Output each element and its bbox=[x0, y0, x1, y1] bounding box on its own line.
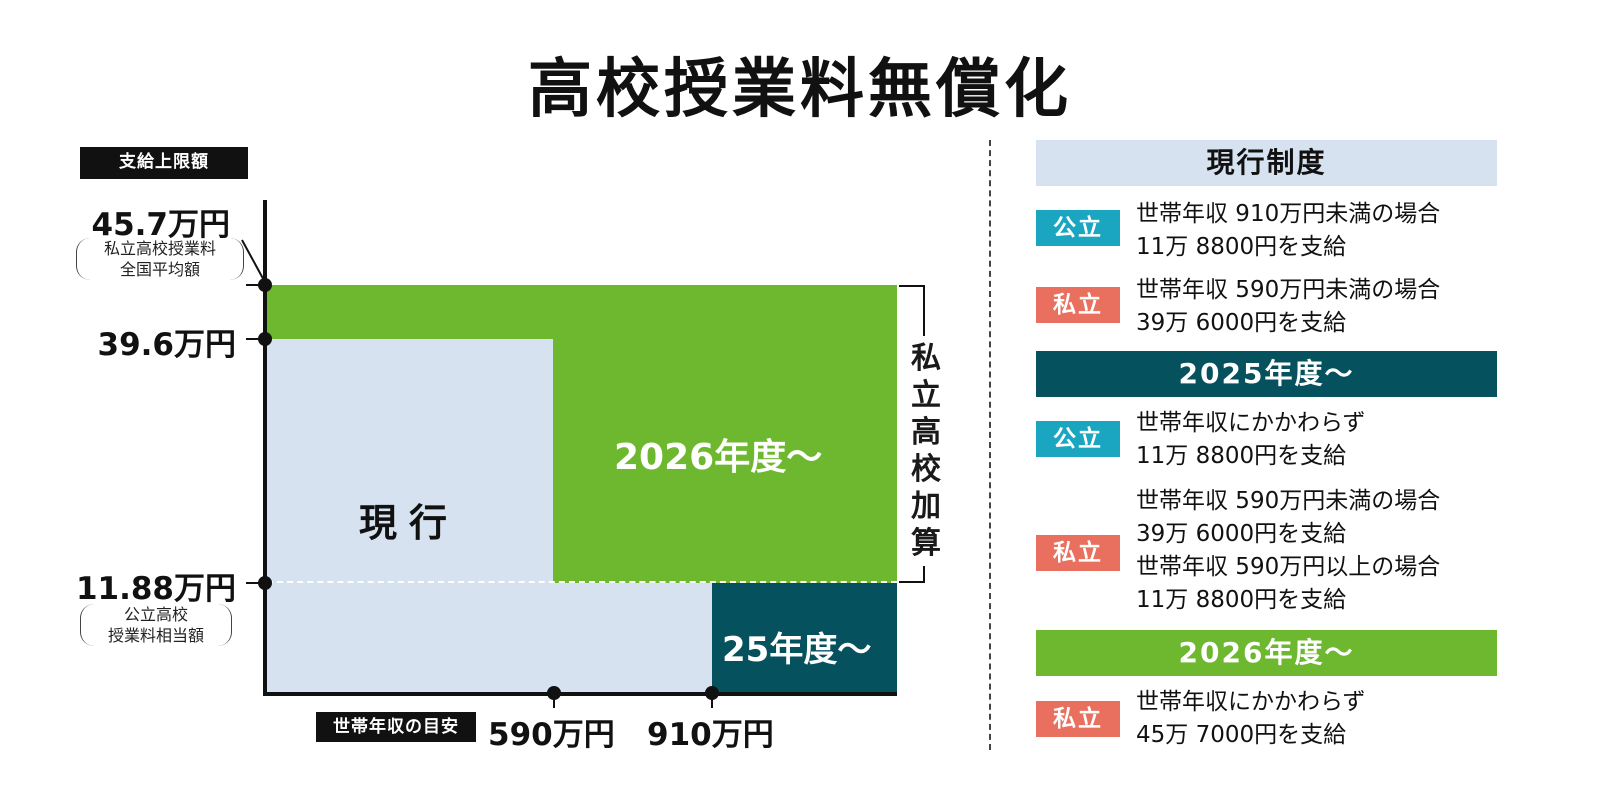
legend-line: 39万 6000円を支給 bbox=[1136, 521, 1347, 547]
label-char: 校 bbox=[911, 452, 941, 487]
y-dot-mid bbox=[258, 332, 272, 346]
legend-line: 11万 8800円を支給 bbox=[1136, 234, 1347, 260]
legend-line: 世帯年収にかかわらず bbox=[1136, 689, 1366, 715]
private-addition-label: 私 立 高 校 加 算 bbox=[906, 336, 946, 566]
legend-header-current: 現行制度 bbox=[1036, 140, 1497, 186]
y-axis bbox=[263, 200, 267, 696]
legend-line: 世帯年収 910万円未満の場合 bbox=[1136, 201, 1441, 227]
region-current-lower bbox=[553, 583, 712, 692]
legend-line: 世帯年収 590万円未満の場合 bbox=[1136, 488, 1441, 514]
y-tick-top bbox=[246, 284, 266, 286]
label-char: 私 bbox=[911, 341, 941, 376]
legend-line: 11万 8800円を支給 bbox=[1136, 443, 1347, 469]
region-2025 bbox=[712, 583, 897, 692]
y-axis-tag: 支給上限額 bbox=[80, 147, 248, 179]
legend-line: 11万 8800円を支給 bbox=[1136, 587, 1347, 613]
x-axis bbox=[263, 692, 897, 696]
divider bbox=[989, 140, 991, 750]
legend-2025-public: 世帯年収にかかわらず 11万 8800円を支給 bbox=[1136, 407, 1366, 473]
y-value-low-note: 公立高校 授業料相当額 bbox=[80, 604, 232, 646]
y-value-top: 45.7万円 bbox=[91, 207, 231, 243]
region-2025-label: 25年度〜 bbox=[722, 630, 872, 670]
region-current bbox=[267, 339, 553, 692]
legend-current-public: 世帯年収 910万円未満の場合 11万 8800円を支給 bbox=[1136, 198, 1440, 264]
x-axis-tag: 世帯年収の目安 bbox=[316, 712, 476, 742]
y-dot-low bbox=[258, 576, 272, 590]
note-line: 私立高校授業料 bbox=[103, 239, 216, 258]
page-title: 高校授業料無償化 bbox=[528, 53, 1072, 127]
legend-current-private: 世帯年収 590万円未満の場合 39万 6000円を支給 bbox=[1136, 274, 1440, 340]
y-value-top-note: 私立高校授業料 全国平均額 bbox=[76, 238, 244, 280]
label-char: 加 bbox=[911, 489, 941, 524]
y-value-low: 11.88万円 bbox=[75, 571, 236, 607]
badge-public: 公立 bbox=[1036, 210, 1120, 246]
x-tick-590 bbox=[553, 692, 555, 708]
label-char: 高 bbox=[911, 415, 941, 450]
badge-private: 私立 bbox=[1036, 535, 1120, 571]
x-dot-910 bbox=[705, 686, 719, 700]
y-dot-top bbox=[258, 278, 272, 292]
region-current-label: 現行 bbox=[359, 501, 460, 545]
y-value-mid: 39.6万円 bbox=[97, 327, 237, 363]
label-char: 立 bbox=[911, 378, 941, 413]
x-tick-910 bbox=[711, 692, 713, 708]
x-dot-590 bbox=[547, 686, 561, 700]
note-line: 授業料相当額 bbox=[107, 626, 204, 645]
badge-public: 公立 bbox=[1036, 421, 1120, 457]
y-tick-mid bbox=[246, 338, 266, 340]
note-line: 公立高校 bbox=[123, 605, 188, 624]
legend-header-2026: 2026年度〜 bbox=[1036, 630, 1497, 676]
public-cap-dashed-line bbox=[267, 581, 897, 583]
badge-private: 私立 bbox=[1036, 701, 1120, 737]
legend-2025-private: 世帯年収 590万円未満の場合 39万 6000円を支給 世帯年収 590万円以… bbox=[1136, 485, 1440, 617]
legend-line: 世帯年収 590万円以上の場合 bbox=[1136, 554, 1441, 580]
x-value-910: 910万円 bbox=[647, 717, 774, 753]
legend-line: 45万 7000円を支給 bbox=[1136, 722, 1347, 748]
leader-line bbox=[241, 239, 267, 285]
region-2026-label: 2026年度〜 bbox=[614, 437, 823, 478]
legend-2026-private: 世帯年収にかかわらず 45万 7000円を支給 bbox=[1136, 686, 1366, 752]
y-tick-low bbox=[246, 582, 266, 584]
badge-private: 私立 bbox=[1036, 287, 1120, 323]
legend-line: 世帯年収 590万円未満の場合 bbox=[1136, 277, 1441, 303]
legend-line: 世帯年収にかかわらず bbox=[1136, 410, 1366, 436]
legend-header-2025: 2025年度〜 bbox=[1036, 351, 1497, 397]
label-char: 算 bbox=[911, 526, 941, 561]
legend-line: 39万 6000円を支給 bbox=[1136, 310, 1347, 336]
x-value-590: 590万円 bbox=[488, 717, 615, 753]
note-line: 全国平均額 bbox=[119, 260, 200, 279]
